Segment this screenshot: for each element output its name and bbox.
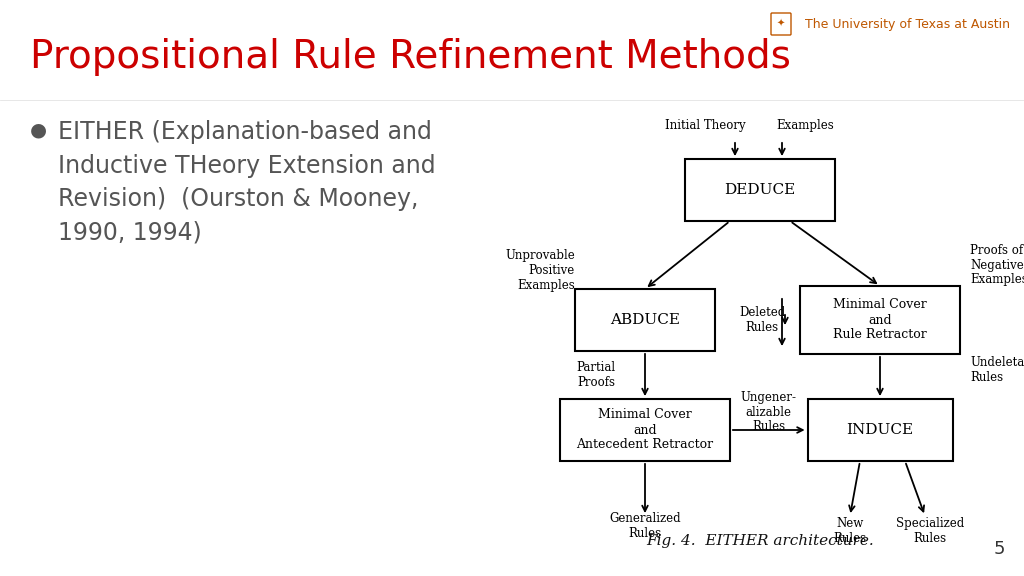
Bar	[808, 399, 952, 461]
Bar	[685, 159, 835, 221]
Text: ABDUCE: ABDUCE	[610, 313, 680, 327]
Text: The University of Texas at Austin: The University of Texas at Austin	[805, 18, 1010, 31]
Text: ✦: ✦	[777, 19, 785, 29]
Text: 5: 5	[993, 540, 1005, 558]
Bar	[800, 286, 961, 354]
Text: INDUCE: INDUCE	[847, 423, 913, 437]
Bar	[575, 289, 715, 351]
Text: DEDUCE: DEDUCE	[724, 183, 796, 197]
Text: Partial
Proofs: Partial Proofs	[575, 361, 615, 389]
Text: Initial Theory: Initial Theory	[665, 119, 745, 132]
Text: Minimal Cover
and
Rule Retractor: Minimal Cover and Rule Retractor	[834, 298, 927, 342]
Bar	[560, 399, 730, 461]
Text: EITHER (Explanation-based and
Inductive THeory Extension and
Revision)  (Ourston: EITHER (Explanation-based and Inductive …	[58, 120, 435, 244]
Text: Unprovable
Positive
Examples: Unprovable Positive Examples	[505, 248, 575, 291]
Text: Deleted
Rules: Deleted Rules	[739, 306, 785, 334]
Text: Minimal Cover
and
Antecedent Retractor: Minimal Cover and Antecedent Retractor	[577, 408, 714, 452]
Text: ●: ●	[30, 120, 47, 139]
Text: Undeletable
Rules: Undeletable Rules	[970, 356, 1024, 384]
Text: Generalized
Rules: Generalized Rules	[609, 512, 681, 540]
Text: Proofs of
Negative
Examples: Proofs of Negative Examples	[970, 244, 1024, 286]
Text: Ungener-
alizable
Rules: Ungener- alizable Rules	[740, 391, 797, 434]
Text: Propositional Rule Refinement Methods: Propositional Rule Refinement Methods	[30, 38, 791, 76]
Text: Examples: Examples	[776, 119, 834, 132]
Text: Specialized
Rules: Specialized Rules	[896, 517, 965, 545]
Text: Fig. 4.  EITHER architecture.: Fig. 4. EITHER architecture.	[646, 534, 873, 548]
Text: New
Rules: New Rules	[834, 517, 866, 545]
